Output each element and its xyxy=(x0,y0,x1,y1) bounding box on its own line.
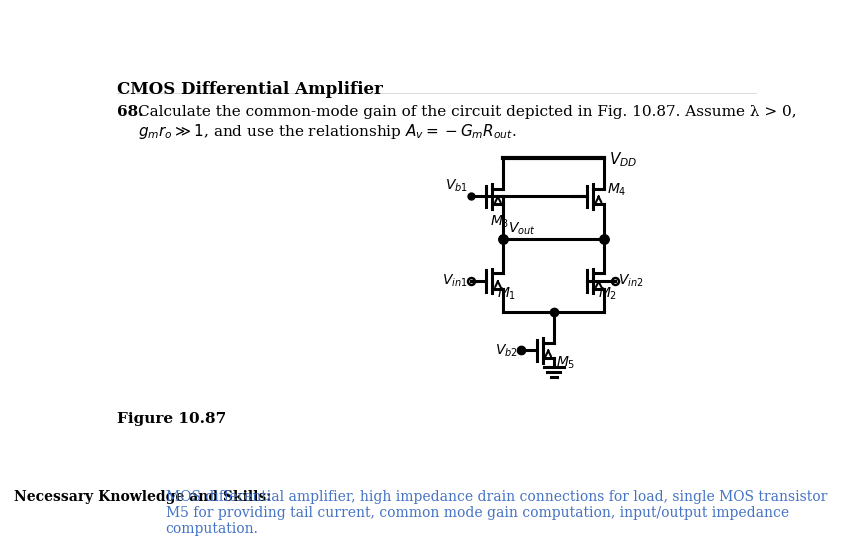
Text: Calculate the common-mode gain of the circuit depicted in Fig. 10.87. Assume λ >: Calculate the common-mode gain of the ci… xyxy=(137,105,796,119)
Text: $V_{in1}$: $V_{in1}$ xyxy=(442,273,468,289)
Text: $V_{DD}$: $V_{DD}$ xyxy=(608,150,637,169)
Text: $M_2$: $M_2$ xyxy=(598,286,617,302)
Text: CMOS Differential Amplifier: CMOS Differential Amplifier xyxy=(118,81,383,98)
Text: $M_1$: $M_1$ xyxy=(497,286,516,302)
Text: Necessary Knowledge and Skills:: Necessary Knowledge and Skills: xyxy=(14,490,271,504)
Text: MOS differential amplifier, high impedance drain connections for load, single MO: MOS differential amplifier, high impedan… xyxy=(165,490,827,536)
Text: 68.: 68. xyxy=(118,105,144,119)
Text: $M_4$: $M_4$ xyxy=(607,182,627,198)
Text: $V_{b1}$: $V_{b1}$ xyxy=(445,177,468,194)
Text: $V_{b2}$: $V_{b2}$ xyxy=(495,342,518,359)
Text: $V_{out}$: $V_{out}$ xyxy=(508,221,536,237)
Text: $M_5$: $M_5$ xyxy=(556,355,575,371)
Text: $g_m r_o \gg 1$, and use the relationship $A_v = -G_m R_{out}$.: $g_m r_o \gg 1$, and use the relationshi… xyxy=(137,122,516,141)
Text: $V_{in2}$: $V_{in2}$ xyxy=(618,273,643,289)
Text: $M_3$: $M_3$ xyxy=(490,213,509,230)
Text: Figure 10.87: Figure 10.87 xyxy=(118,412,227,426)
